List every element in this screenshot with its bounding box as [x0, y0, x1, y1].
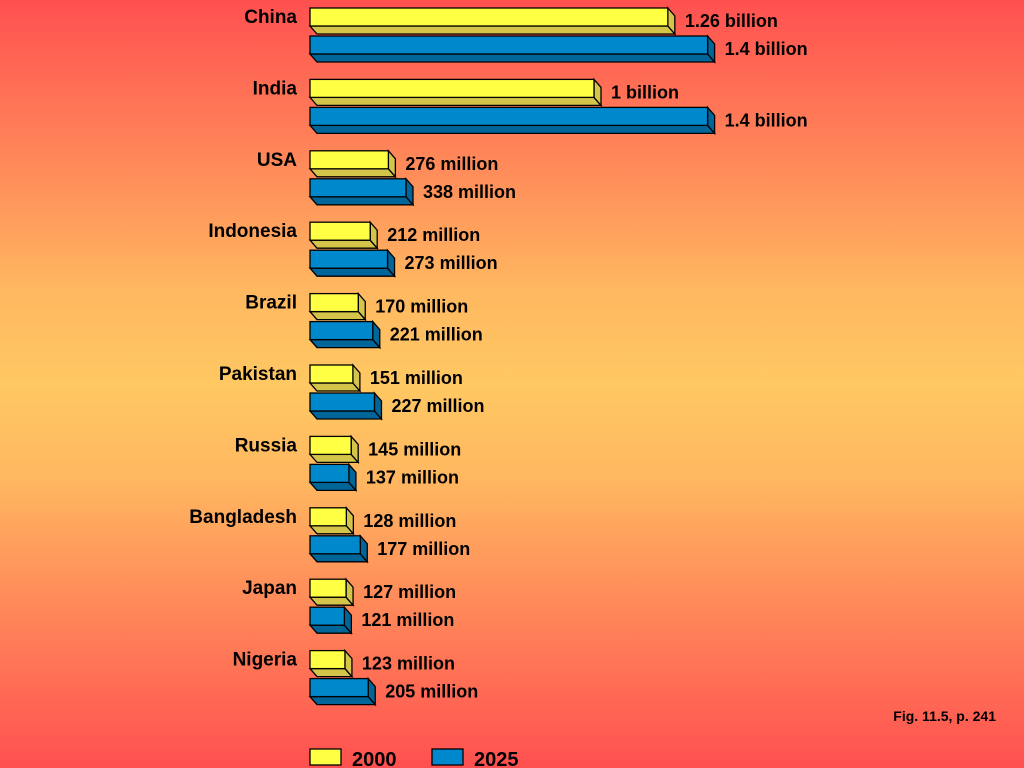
figure-caption: Fig. 11.5, p. 241	[893, 708, 996, 724]
bar-bottom-face	[308, 267, 396, 277]
data-label: 276 million	[405, 154, 498, 174]
category-label: Nigeria	[233, 650, 298, 671]
data-label: 221 million	[390, 325, 483, 345]
category-label: India	[253, 78, 298, 99]
bar-bottom-face	[308, 196, 415, 206]
bar-bottom-face	[308, 453, 360, 464]
bar-2000	[309, 364, 354, 384]
bar-bottom-face	[308, 410, 383, 420]
bar-2025	[309, 249, 389, 269]
bar-bottom-face	[308, 338, 382, 349]
data-label: 170 million	[375, 297, 468, 317]
data-label: 1.26 billion	[685, 11, 778, 31]
bar-bottom-face	[308, 310, 367, 321]
category-label: China	[244, 7, 297, 28]
data-label: 123 million	[362, 654, 455, 674]
bar-2000	[309, 7, 669, 27]
bar-bottom-face	[308, 53, 717, 63]
data-label: 151 million	[370, 368, 463, 388]
category-label: Japan	[242, 578, 297, 599]
bar-2000	[309, 507, 348, 527]
data-label: 227 million	[391, 396, 484, 416]
bar-bottom-face	[308, 239, 379, 249]
data-label: 212 million	[387, 225, 480, 245]
data-label: 128 million	[363, 511, 456, 531]
bar-2025	[309, 677, 369, 698]
data-label: 205 million	[385, 682, 478, 702]
bar-bottom-face	[308, 96, 603, 107]
bar-2000	[309, 292, 359, 313]
category-label: Brazil	[245, 293, 297, 314]
legend-label: 2025	[474, 749, 519, 768]
bar-bottom-face	[308, 382, 362, 392]
category-label: Bangladesh	[189, 507, 297, 528]
bar-2025	[309, 320, 374, 341]
bar-bottom-face	[308, 695, 377, 706]
data-label: 1 billion	[611, 82, 679, 102]
data-label: 273 million	[405, 253, 498, 273]
bar-2000	[309, 78, 595, 99]
bar-2000	[309, 221, 371, 241]
bar-2025	[309, 463, 350, 484]
bar-2025	[309, 606, 346, 626]
data-label: 145 million	[368, 439, 461, 459]
category-label: Indonesia	[208, 221, 297, 242]
data-label: 137 million	[366, 467, 459, 487]
bar-2025	[309, 106, 709, 127]
legend-swatch-2000	[309, 748, 342, 766]
bar-2000	[309, 578, 347, 598]
bar-bottom-face	[308, 553, 369, 563]
data-label: 1.4 billion	[725, 39, 808, 59]
bar-2025	[309, 35, 709, 55]
data-label: 121 million	[361, 610, 454, 630]
bar-2000	[309, 435, 352, 456]
bar-bottom-face	[308, 124, 717, 135]
bar-2025	[309, 535, 361, 555]
legend-label: 2000	[352, 749, 397, 768]
legend-swatch-2025	[431, 748, 464, 766]
category-label: Pakistan	[219, 364, 297, 385]
bar-bottom-face	[308, 168, 397, 178]
data-label: 127 million	[363, 582, 456, 602]
category-label: Russia	[235, 435, 298, 456]
bar-bottom-face	[308, 481, 358, 492]
bar-2000	[309, 649, 346, 670]
category-label: USA	[257, 150, 297, 171]
bar-2000	[309, 150, 390, 170]
bar-2025	[309, 178, 407, 198]
data-label: 338 million	[423, 182, 516, 202]
data-label: 1.4 billion	[725, 110, 808, 130]
data-label: 177 million	[377, 539, 470, 559]
bar-bottom-face	[308, 25, 677, 35]
bar-2025	[309, 392, 376, 412]
